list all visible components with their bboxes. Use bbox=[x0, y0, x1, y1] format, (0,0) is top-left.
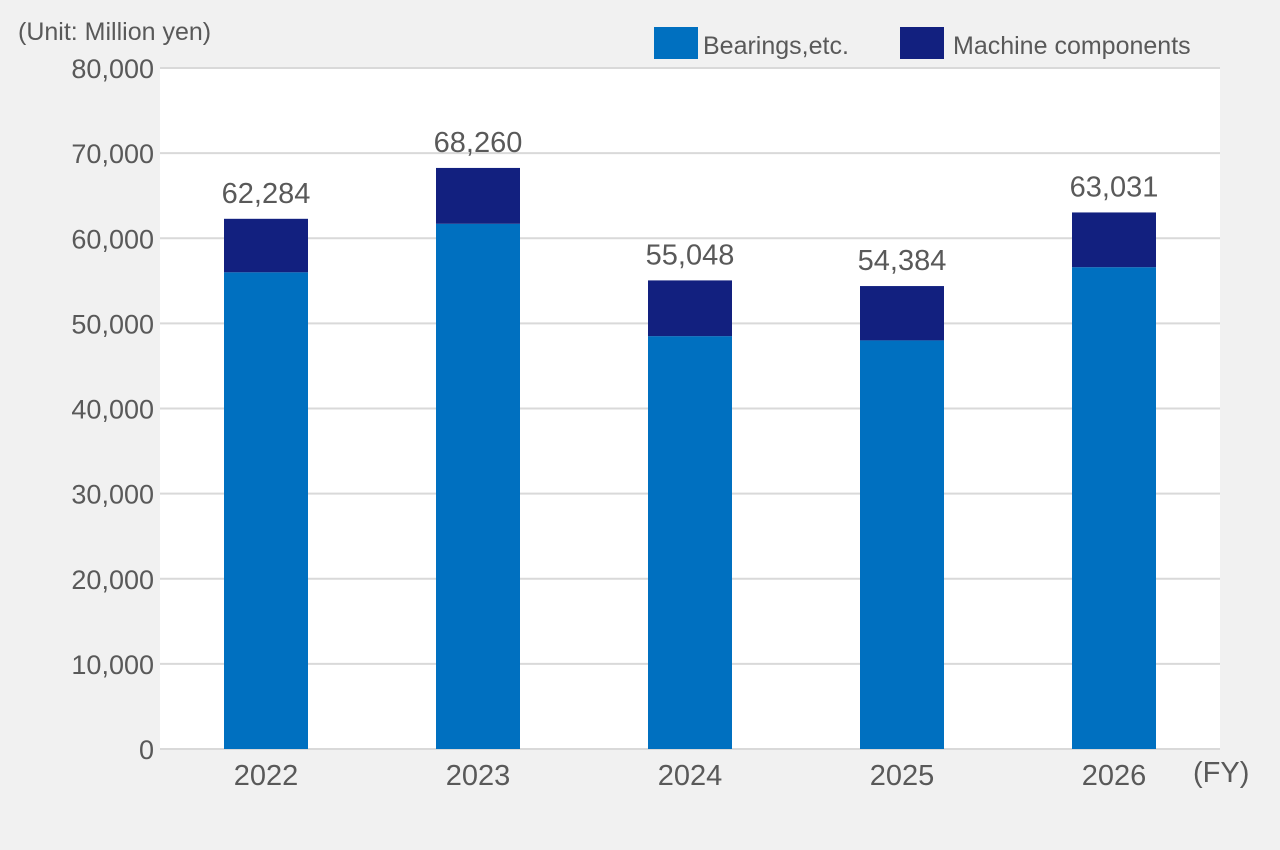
bar-bearings bbox=[224, 272, 308, 749]
y-tick-label: 40,000 bbox=[71, 395, 154, 425]
y-tick-label: 20,000 bbox=[71, 565, 154, 595]
y-tick-label: 10,000 bbox=[71, 650, 154, 680]
legend: Bearings,etc. Machine components bbox=[654, 27, 1191, 60]
bar-bearings bbox=[1072, 267, 1156, 749]
y-tick-label: 80,000 bbox=[71, 54, 154, 84]
bar-machine-components bbox=[1072, 212, 1156, 268]
bar-machine-components bbox=[860, 286, 944, 341]
legend-label-bearings: Bearings,etc. bbox=[703, 32, 849, 60]
total-data-label: 63,031 bbox=[1070, 171, 1159, 203]
legend-label-machine-components: Machine components bbox=[953, 32, 1191, 60]
bars bbox=[224, 167, 1156, 749]
legend-swatch-machine-components bbox=[900, 27, 944, 59]
x-tick-label: 2022 bbox=[234, 760, 299, 792]
total-data-label: 55,048 bbox=[646, 239, 735, 271]
y-tick-label: 50,000 bbox=[71, 309, 154, 339]
x-tick-label: 2023 bbox=[446, 760, 511, 792]
y-tick-label: 60,000 bbox=[71, 224, 154, 254]
x-tick-label: 2024 bbox=[658, 760, 723, 792]
total-data-label: 68,260 bbox=[434, 127, 523, 159]
legend-swatch-bearings bbox=[654, 27, 698, 59]
unit-label: (Unit: Million yen) bbox=[18, 18, 211, 46]
x-tick-label: 2025 bbox=[870, 760, 935, 792]
bar-machine-components bbox=[648, 280, 732, 337]
y-tick-label: 30,000 bbox=[71, 480, 154, 510]
data-labels: 62,284 68,260 55,048 54,384 63,031 bbox=[222, 127, 1159, 277]
bar-bearings bbox=[860, 340, 944, 749]
y-tick-label: 70,000 bbox=[71, 139, 154, 169]
bar-bearings bbox=[436, 223, 520, 749]
total-data-label: 62,284 bbox=[222, 178, 311, 210]
bar-bearings bbox=[648, 336, 732, 749]
bar-machine-components bbox=[224, 218, 308, 273]
y-tick-label: 0 bbox=[139, 735, 154, 765]
total-data-label: 54,384 bbox=[858, 245, 947, 277]
bar-machine-components bbox=[436, 167, 520, 224]
x-tick-label: 2026 bbox=[1082, 760, 1147, 792]
y-axis: 0 10,000 20,000 30,000 40,000 50,000 60,000 70,… bbox=[71, 54, 154, 765]
x-unit-label: (FY) bbox=[1193, 757, 1249, 789]
x-axis: 2022 2023 2024 2025 2026 bbox=[234, 760, 1147, 792]
